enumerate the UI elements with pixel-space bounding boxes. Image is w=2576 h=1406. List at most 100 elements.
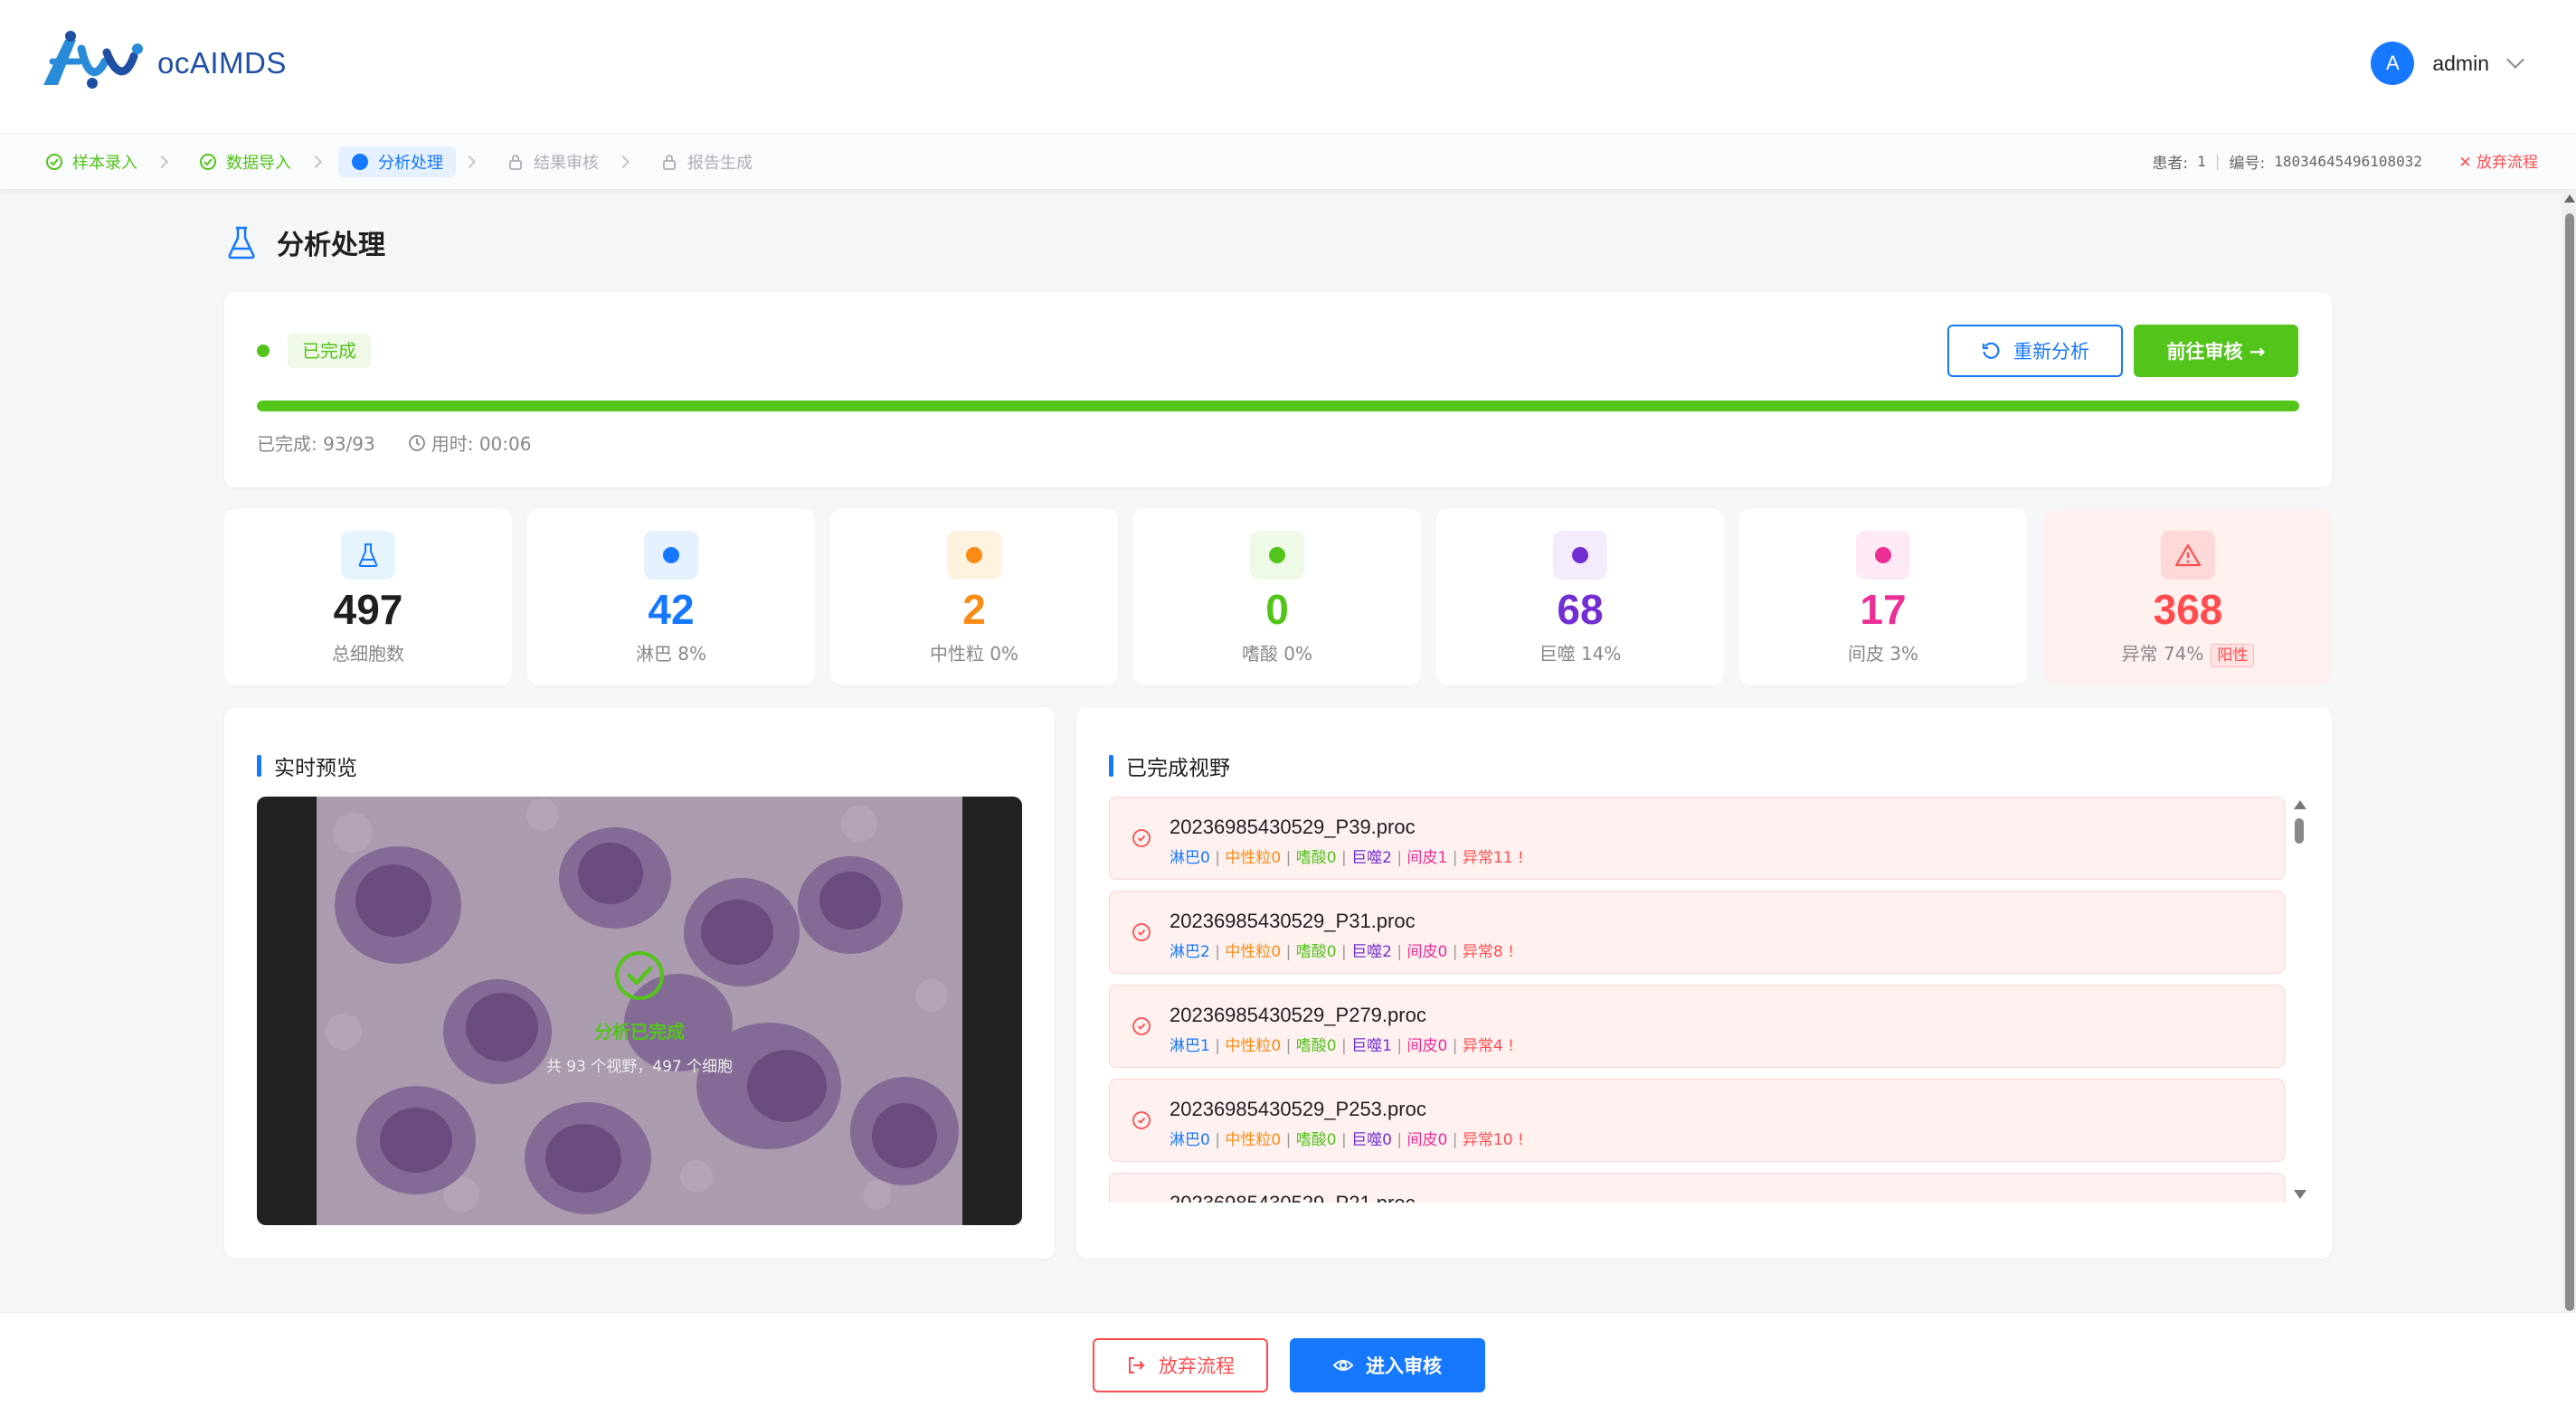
field-list-item[interactable]: 20236985430529_P39.proc 淋巴0 | 中性粒0 | 嗜酸0 … [1109, 797, 2285, 880]
field-stat-eos: 嗜酸0 [1295, 1131, 1337, 1149]
field-stat-mes: 间皮0 [1406, 1037, 1448, 1055]
abort-flow-link[interactable]: ✕ 放弃流程 [2458, 154, 2538, 172]
close-circle-icon [1132, 829, 1151, 847]
logo-text: ocAIMDS [157, 46, 287, 80]
stat-card-neutrophil: 2 中性粒 0% [830, 509, 1118, 684]
fields-list[interactable]: 20236985430529_P39.proc 淋巴0 | 中性粒0 | 嗜酸0 … [1109, 797, 2285, 1203]
field-stats: 淋巴1 | 中性粒0 | 嗜酸0 | 巨噬1 | 间皮0 | 异常4 ! [1170, 1033, 1514, 1055]
chevron-down-icon [2506, 51, 2524, 69]
patient-info: 患者: 1 | 编号: 18034645496108032 [2152, 150, 2422, 174]
stat-value: 0 [1265, 586, 1289, 633]
close-circle-icon [1132, 1017, 1151, 1035]
warning-icon [2174, 543, 2202, 567]
stat-icon-box [2161, 531, 2215, 580]
stat-value: 497 [333, 586, 403, 633]
step-report: 报告生成 [648, 146, 765, 177]
field-stat-lym: 淋巴0 [1170, 849, 1210, 867]
chevron-right-icon [308, 155, 323, 169]
divider: | [1215, 943, 1220, 961]
divider: | [1340, 849, 1347, 867]
lock-icon [509, 155, 522, 170]
field-stat-neu: 中性粒0 [1225, 849, 1282, 867]
step-bar: 样本录入 数据导入 分析处理 结果审核 报告生成 [0, 134, 2576, 190]
scroll-down-arrow-icon[interactable] [2294, 1190, 2306, 1199]
analysis-done-text: 分析已完成 [594, 1021, 685, 1043]
scroll-up-arrow-icon[interactable] [2294, 800, 2306, 809]
page-scrollbar-thumb[interactable] [2565, 213, 2574, 1311]
avatar: A [2371, 42, 2415, 85]
reanalyze-label: 重新分析 [2013, 341, 2089, 363]
stat-value: 68 [1557, 586, 1604, 633]
field-stat-mes: 间皮0 [1406, 1131, 1448, 1149]
field-list-item[interactable]: 20236985430529_P21.proc [1109, 1173, 2285, 1203]
field-file-name: 20236985430529_P21.proc [1170, 1192, 1416, 1203]
logout-icon [1129, 1357, 1145, 1373]
page-title-text: 分析处理 [277, 230, 385, 261]
check-circle-icon [615, 951, 664, 1000]
clock-icon [408, 434, 425, 451]
footer-action-bar: 放弃流程 进入审核 [0, 1312, 2576, 1406]
field-stat-mes: 间皮1 [1406, 849, 1448, 867]
divider: | [1340, 943, 1347, 961]
stat-card-lymphocyte: 42 淋巴 8% [527, 509, 815, 684]
field-file-name: 20236985430529_P31.proc [1170, 910, 1416, 932]
stat-card-total: 497 总细胞数 [224, 509, 512, 684]
progress-fill [257, 401, 2299, 411]
stat-card-eosinophil: 0 嗜酸 0% [1133, 509, 1421, 684]
field-stats: 淋巴0 | 中性粒0 | 嗜酸0 | 巨噬2 | 间皮1 | 异常11 ! [1170, 845, 1524, 867]
app-logo[interactable]: ocAIMDS [40, 29, 287, 98]
stat-card-macrophage: 68 巨噬 14% [1436, 509, 1724, 684]
step-data-import[interactable]: 数据导入 [186, 146, 304, 177]
field-stat-abn: 异常4 ! [1462, 1037, 1514, 1055]
progress-meta: 已完成: 93/93 用时: 00:06 [257, 429, 531, 456]
field-stat-mac: 巨噬2 [1351, 943, 1392, 961]
close-circle-icon [1132, 1111, 1151, 1129]
field-stat-mac: 巨噬2 [1351, 849, 1392, 867]
user-menu[interactable]: A admin [2371, 42, 2524, 85]
divider: | [1340, 1037, 1347, 1055]
field-file-name: 20236985430529_P279.proc [1170, 1004, 1426, 1026]
positive-badge: 阳性 [2211, 644, 2255, 667]
stat-icon-box [1856, 531, 1910, 580]
abort-flow-label: 放弃流程 [1159, 1355, 1235, 1377]
enter-review-button[interactable]: 进入审核 [1290, 1338, 1485, 1392]
field-stat-eos: 嗜酸0 [1295, 849, 1337, 867]
divider: | [1452, 1131, 1458, 1149]
microscope-viewer[interactable]: 分析已完成 共 93 个视野，497 个细胞 [257, 797, 1022, 1225]
eye-icon [1333, 1360, 1353, 1371]
reanalyze-button[interactable]: 重新分析 [1947, 325, 2123, 377]
field-stat-neu: 中性粒0 [1225, 1037, 1282, 1055]
goto-review-button[interactable]: 前往审核 → [2134, 325, 2298, 377]
stat-icon-box [947, 531, 1001, 580]
abort-flow-button[interactable]: 放弃流程 [1093, 1338, 1268, 1392]
field-stat-neu: 中性粒0 [1225, 1131, 1282, 1149]
step-sample-entry[interactable]: 样本录入 [33, 146, 150, 177]
completed-fields-card: 已完成视野 20236985430529_P39.proc 淋巴0 | 中性粒0 … [1076, 707, 2332, 1259]
code-value: 18034645496108032 [2274, 153, 2422, 170]
eosinophil-dot-icon [1269, 547, 1285, 563]
field-list-item[interactable]: 20236985430529_P31.proc 淋巴2 | 中性粒0 | 嗜酸0 … [1109, 891, 2285, 974]
user-name: admin [2432, 51, 2489, 75]
section-title: 实时预览 [257, 750, 357, 781]
field-file-name: 20236985430529_P253.proc [1170, 1098, 1426, 1120]
list-scrollbar-thumb[interactable] [2295, 818, 2304, 844]
step-result-review: 结果审核 [494, 146, 611, 177]
divider: | [1285, 1037, 1292, 1055]
field-list-item[interactable]: 20236985430529_P253.proc 淋巴0 | 中性粒0 | 嗜酸0… [1109, 1079, 2285, 1162]
check-circle-icon [200, 154, 216, 170]
logo-mark-icon [43, 31, 143, 89]
divider: | [1452, 849, 1458, 867]
field-file-name: 20236985430529_P39.proc [1170, 816, 1416, 838]
divider: | [1285, 849, 1292, 867]
neutrophil-dot-icon [966, 547, 982, 563]
patient-value: 1 [2197, 153, 2206, 170]
field-stat-lym: 淋巴0 [1170, 1131, 1210, 1149]
field-stat-mac: 巨噬0 [1351, 1131, 1392, 1149]
refresh-icon [1982, 342, 2000, 359]
step-analysis[interactable]: 分析处理 [338, 146, 456, 177]
field-stat-lym: 淋巴1 [1170, 1037, 1210, 1055]
field-list-item[interactable]: 20236985430529_P279.proc 淋巴1 | 中性粒0 | 嗜酸0… [1109, 985, 2285, 1068]
scroll-up-arrow-icon[interactable] [2564, 194, 2575, 203]
divider: | [1452, 1037, 1458, 1055]
close-circle-icon [1132, 923, 1151, 941]
